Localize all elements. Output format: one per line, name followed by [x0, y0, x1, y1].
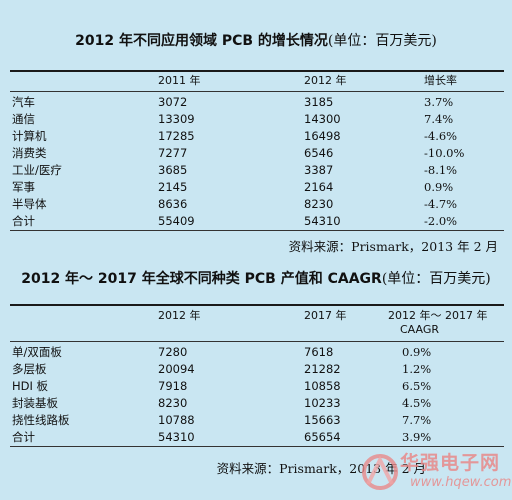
table-row: 军事 2145 2164 0.9% — [10, 179, 504, 195]
row-label: 汽车 — [12, 95, 35, 109]
row-label: 单/双面板 — [12, 345, 62, 359]
table2-bottom-rule — [10, 446, 504, 447]
table1-bottom-rule — [10, 230, 504, 231]
row-label: 合计 — [12, 214, 35, 228]
value-2012: 3185 — [304, 95, 334, 109]
watermark-url: www.hqew.com — [410, 475, 512, 490]
table2-header-2012: 2012 年 — [158, 309, 201, 322]
table1-unit: (单位：百万美元) — [327, 33, 437, 49]
table-row: 汽车 3072 3185 3.7% — [10, 94, 504, 110]
row-label: HDI 板 — [12, 379, 49, 393]
row-label: 合计 — [12, 430, 35, 444]
growth-rate: -4.6% — [424, 129, 458, 143]
value-2017: 10233 — [304, 396, 341, 410]
table1-header-2011: 2011 年 — [158, 74, 201, 87]
table-row: 挠性线路板 10788 15663 7.7% — [10, 412, 504, 428]
growth-rate: -10.0% — [424, 146, 465, 160]
table-row: 计算机 17285 16498 -4.6% — [10, 128, 504, 144]
table-row: 消费类 7277 6546 -10.0% — [10, 145, 504, 161]
table2-header-period: 2012 年～ 2017 年 — [388, 309, 488, 322]
table1-top-rule — [10, 70, 504, 72]
value-2012: 7918 — [158, 379, 188, 393]
table-row: 半导体 8636 8230 -4.7% — [10, 196, 504, 212]
table-row: 多层板 20094 21282 1.2% — [10, 361, 504, 377]
value-2011: 13309 — [158, 112, 195, 126]
value-2017: 10858 — [304, 379, 341, 393]
value-2011: 3072 — [158, 95, 188, 109]
row-label: 封装基板 — [12, 396, 58, 410]
value-2012: 2164 — [304, 180, 334, 194]
value-2012: 3387 — [304, 163, 334, 177]
row-label: 工业/医疗 — [12, 163, 62, 177]
value-2017: 65654 — [304, 430, 341, 444]
value-2012: 54310 — [158, 430, 195, 444]
value-2012: 16498 — [304, 129, 341, 143]
value-2011: 17285 — [158, 129, 195, 143]
growth-rate: -4.7% — [424, 197, 458, 211]
table1-header-rule — [10, 91, 504, 92]
table2-title: 2012 年～ 2017 年全球不同种类 PCB 产值和 CAAGR(单位：百万… — [0, 268, 512, 288]
value-2012: 10788 — [158, 413, 195, 427]
watermark-logo-icon — [362, 454, 398, 490]
caagr-value: 7.7% — [402, 413, 432, 427]
table1-header-row: 2011 年 2012 年 增长率 — [10, 73, 504, 89]
table1-title-text: 2012 年不同应用领域 PCB 的增长情况 — [75, 33, 328, 49]
table2-header-rule — [10, 341, 504, 342]
table1-title: 2012 年不同应用领域 PCB 的增长情况(单位：百万美元) — [0, 30, 512, 50]
value-2017: 15663 — [304, 413, 341, 427]
caagr-value: 0.9% — [402, 345, 432, 359]
caagr-value: 4.5% — [402, 396, 432, 410]
growth-rate: 0.9% — [424, 180, 454, 194]
watermark-text: 华强电子网 — [400, 452, 501, 474]
caagr-value: 6.5% — [402, 379, 432, 393]
table2-title-text: 2012 年～ 2017 年全球不同种类 PCB 产值和 CAAGR — [21, 271, 382, 287]
table2-header-2017: 2017 年 — [304, 309, 347, 322]
caagr-value: 3.9% — [402, 430, 432, 444]
table-row: 工业/医疗 3685 3387 -8.1% — [10, 162, 504, 178]
row-label: 多层板 — [12, 362, 47, 376]
value-2012: 6546 — [304, 146, 334, 160]
row-label: 半导体 — [12, 197, 47, 211]
value-2011: 3685 — [158, 163, 188, 177]
value-2012: 7280 — [158, 345, 188, 359]
table1-source: 资料来源：Prismark，2013 年 2 月 — [288, 239, 498, 254]
table-row: HDI 板 7918 10858 6.5% — [10, 378, 504, 394]
table-row: 通信 13309 14300 7.4% — [10, 111, 504, 127]
table-row: 合计 54310 65654 3.9% — [10, 429, 504, 445]
growth-rate: 3.7% — [424, 95, 454, 109]
value-2011: 55409 — [158, 214, 195, 228]
row-label: 计算机 — [12, 129, 47, 143]
row-label: 军事 — [12, 180, 35, 194]
table2-unit: (单位：百万美元) — [381, 271, 491, 287]
row-label: 挠性线路板 — [12, 413, 70, 427]
value-2017: 7618 — [304, 345, 334, 359]
caagr-value: 1.2% — [402, 362, 432, 376]
growth-rate: 7.4% — [424, 112, 454, 126]
value-2012: 20094 — [158, 362, 195, 376]
table-row: 单/双面板 7280 7618 0.9% — [10, 344, 504, 360]
growth-rate: -2.0% — [424, 214, 458, 228]
table-row: 合计 55409 54310 -2.0% — [10, 213, 504, 229]
growth-rate: -8.1% — [424, 163, 458, 177]
table2-top-rule — [10, 304, 504, 306]
table-row: 封装基板 8230 10233 4.5% — [10, 395, 504, 411]
row-label: 消费类 — [12, 146, 47, 160]
table2-header-row: 2012 年 2017 年 2012 年～ 2017 年 CAAGR — [10, 308, 504, 338]
value-2012: 14300 — [304, 112, 341, 126]
table1-header-growth: 增长率 — [424, 74, 457, 87]
value-2011: 8636 — [158, 197, 188, 211]
table2-header-caagr: CAAGR — [400, 323, 440, 336]
table1-header-2012: 2012 年 — [304, 74, 347, 87]
watermark: 华强电子网 www.hqew.com — [360, 448, 512, 498]
value-2017: 21282 — [304, 362, 341, 376]
value-2012: 8230 — [304, 197, 334, 211]
value-2012: 8230 — [158, 396, 188, 410]
value-2011: 7277 — [158, 146, 188, 160]
value-2012: 54310 — [304, 214, 341, 228]
row-label: 通信 — [12, 112, 35, 126]
value-2011: 2145 — [158, 180, 188, 194]
